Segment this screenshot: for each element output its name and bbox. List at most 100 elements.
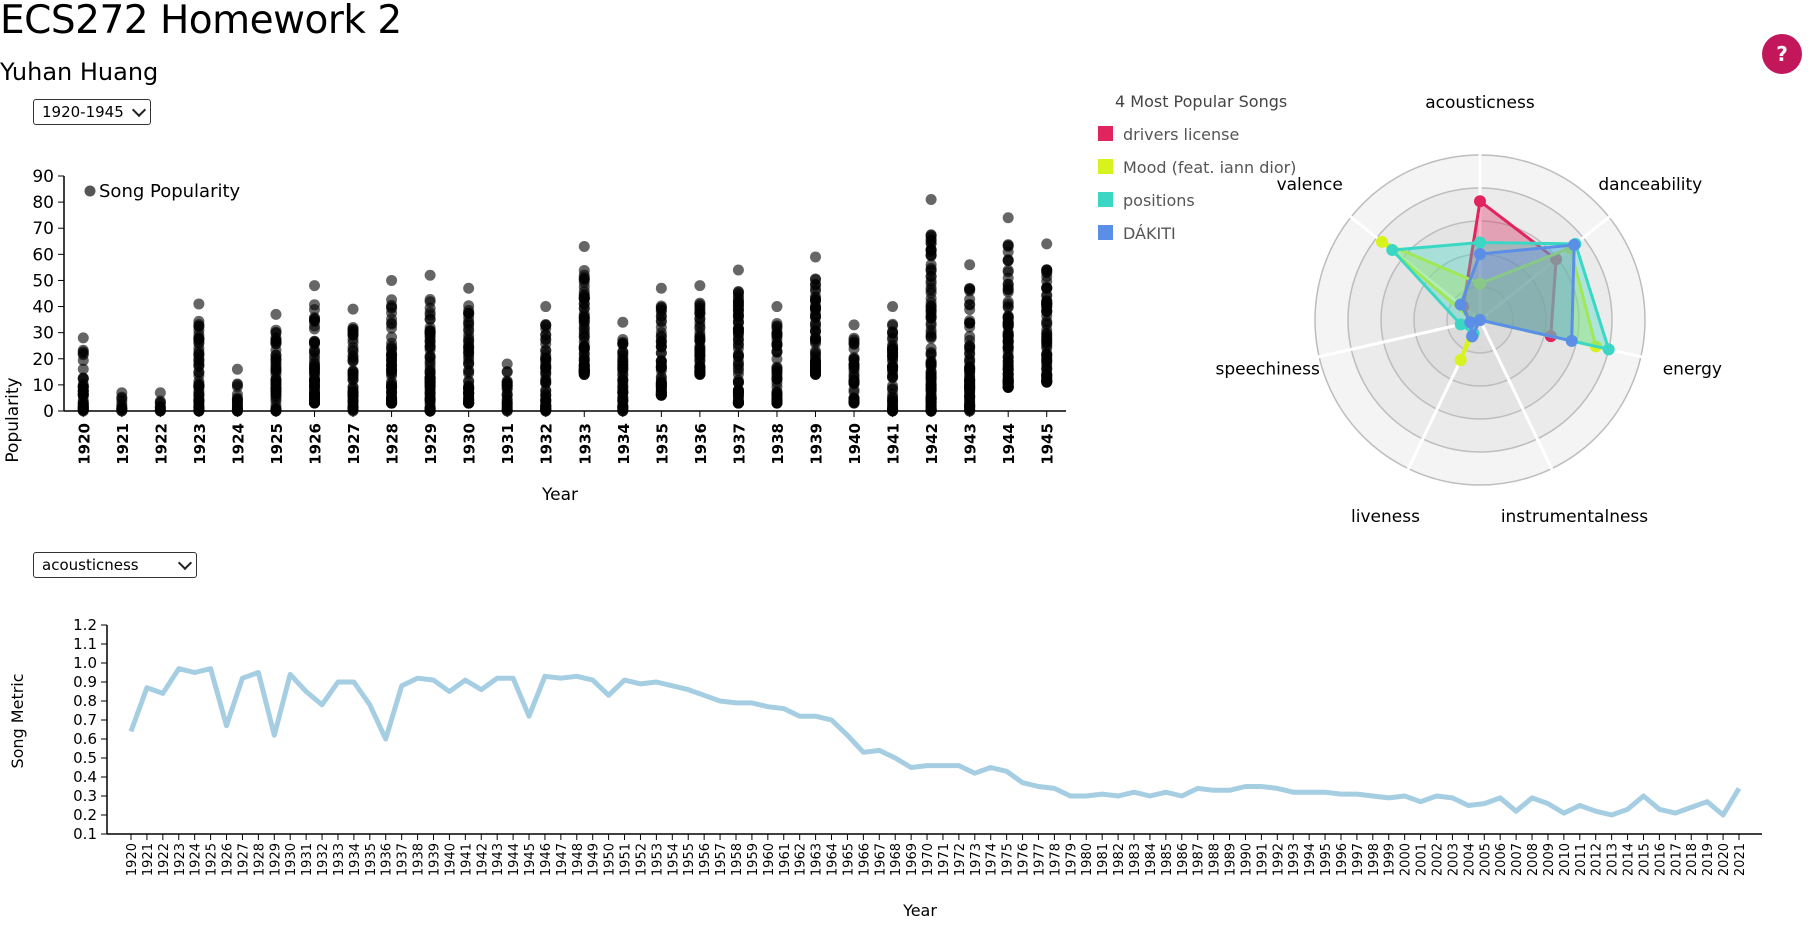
scatter-point: [810, 294, 821, 306]
scatter-point: [732, 384, 744, 396]
scatter-point: [1002, 355, 1014, 367]
scatter-point: [154, 397, 166, 409]
scatter-point: [347, 350, 359, 362]
radar-axis-label: liveness: [1351, 507, 1420, 527]
line-x-tick-label: 1953: [650, 843, 665, 876]
scatter-point: [848, 319, 860, 331]
scatter-point: [540, 393, 552, 405]
line-x-tick-label: 2005: [1478, 843, 1493, 876]
scatter-point: [424, 393, 436, 405]
help-button[interactable]: ?: [1762, 34, 1802, 74]
line-x-tick-label: 2012: [1590, 843, 1605, 876]
line-x-tick-label: 1938: [412, 843, 427, 876]
scatter-point: [1002, 382, 1014, 393]
scatter-point: [347, 333, 359, 345]
scatter-point: [848, 358, 860, 370]
scatter-point: [386, 360, 398, 372]
scatter-legend-label: Song Popularity: [99, 181, 241, 202]
scatter-point: [116, 405, 128, 417]
line-x-tick-label: 1949: [587, 843, 602, 876]
scatter-point: [925, 320, 937, 332]
scatter-point: [424, 269, 436, 281]
scatter-point: [655, 335, 667, 347]
scatter-point: [578, 293, 590, 305]
scatter-point: [887, 405, 899, 417]
line-x-tick-label: 1990: [1239, 843, 1254, 876]
line-x-tick-label: 1966: [857, 843, 872, 876]
radar-series-point: [1568, 238, 1581, 251]
radar-axis-line: [1299, 318, 1481, 363]
line-x-tick-label: 1936: [380, 843, 395, 876]
metric-select[interactable]: acousticness: [33, 552, 197, 578]
line-y-tick-label: 1.0: [73, 654, 97, 672]
line-x-tick-label: 1950: [603, 843, 618, 876]
scatter-point: [617, 405, 629, 417]
scatter-point: [655, 282, 667, 294]
line-x-tick-label: 2009: [1542, 843, 1557, 876]
scatter-point: [1041, 355, 1053, 367]
scatter-y-tick-label: 90: [32, 167, 54, 187]
scatter-x-tick-label: 1928: [384, 423, 402, 465]
scatter-point: [617, 370, 629, 382]
scatter-x-tick-label: 1931: [499, 423, 517, 465]
scatter-point: [231, 396, 243, 408]
scatter-x-tick-label: 1920: [75, 423, 93, 465]
scatter-point: [386, 294, 398, 306]
line-x-tick-label: 1930: [284, 843, 299, 876]
scatter-point: [309, 365, 320, 377]
scatter-point: [193, 366, 205, 378]
year-range-select[interactable]: 1920-1945: [33, 99, 151, 125]
scatter-point: [1002, 283, 1014, 295]
scatter-y-tick-label: 60: [32, 245, 54, 265]
metric-value: acousticness: [42, 556, 139, 574]
scatter-point: [887, 339, 899, 351]
page-title: ECS272 Homework 2: [0, 0, 402, 43]
radar-series-point: [1474, 248, 1486, 260]
scatter-point: [810, 318, 821, 330]
scatter-point: [964, 344, 976, 356]
radar-axis-label: speechiness: [1215, 359, 1320, 379]
line-x-tick-label: 1921: [141, 843, 156, 876]
scatter-point: [848, 334, 860, 346]
scatter-point: [1002, 368, 1014, 380]
scatter-point: [231, 363, 243, 375]
scatter-point: [1002, 254, 1014, 266]
author-name: Yuhan Huang: [0, 58, 159, 86]
scatter-point: [925, 366, 937, 378]
line-x-tick-label: 1945: [523, 843, 538, 876]
scatter-point: [540, 354, 552, 366]
radar-series-point: [1375, 235, 1388, 248]
scatter-point: [771, 369, 783, 381]
scatter-point: [964, 259, 976, 271]
line-x-tick-label: 1925: [205, 843, 220, 876]
line-x-tick-label: 1942: [475, 843, 490, 876]
scatter-point: [617, 316, 629, 328]
radar-legend-swatch: [1098, 159, 1113, 174]
scatter-point: [193, 405, 205, 417]
scatter-point: [1002, 212, 1014, 224]
scatter-point: [424, 313, 436, 325]
scatter-point: [424, 341, 436, 353]
line-x-tick-label: 1920: [125, 843, 140, 876]
chevron-down-icon: [131, 102, 147, 117]
scatter-point: [925, 278, 937, 290]
radar-legend-label: Mood (feat. iann dior): [1123, 158, 1296, 177]
line-x-tick-label: 1946: [539, 843, 554, 876]
scatter-point: [77, 381, 89, 393]
scatter-point: [501, 366, 513, 378]
line-x-tick-label: 1996: [1335, 843, 1350, 876]
line-x-tick-label: 1984: [1144, 843, 1159, 876]
line-x-tick-label: 2015: [1637, 843, 1652, 876]
scatter-point: [193, 358, 205, 370]
line-x-tick-label: 1932: [316, 843, 331, 876]
line-x-tick-label: 1934: [348, 843, 363, 876]
line-x-tick-label: 1964: [826, 843, 841, 876]
scatter-y-tick-label: 40: [32, 298, 54, 318]
scatter-point: [270, 350, 282, 362]
scatter-point: [810, 359, 821, 371]
line-y-tick-label: 0.7: [73, 711, 97, 729]
line-x-tick-label: 1975: [1001, 843, 1016, 876]
line-x-tick-label: 2017: [1669, 843, 1684, 876]
line-x-tick-label: 1985: [1160, 843, 1175, 876]
radar-axis-label: acousticness: [1425, 93, 1535, 113]
